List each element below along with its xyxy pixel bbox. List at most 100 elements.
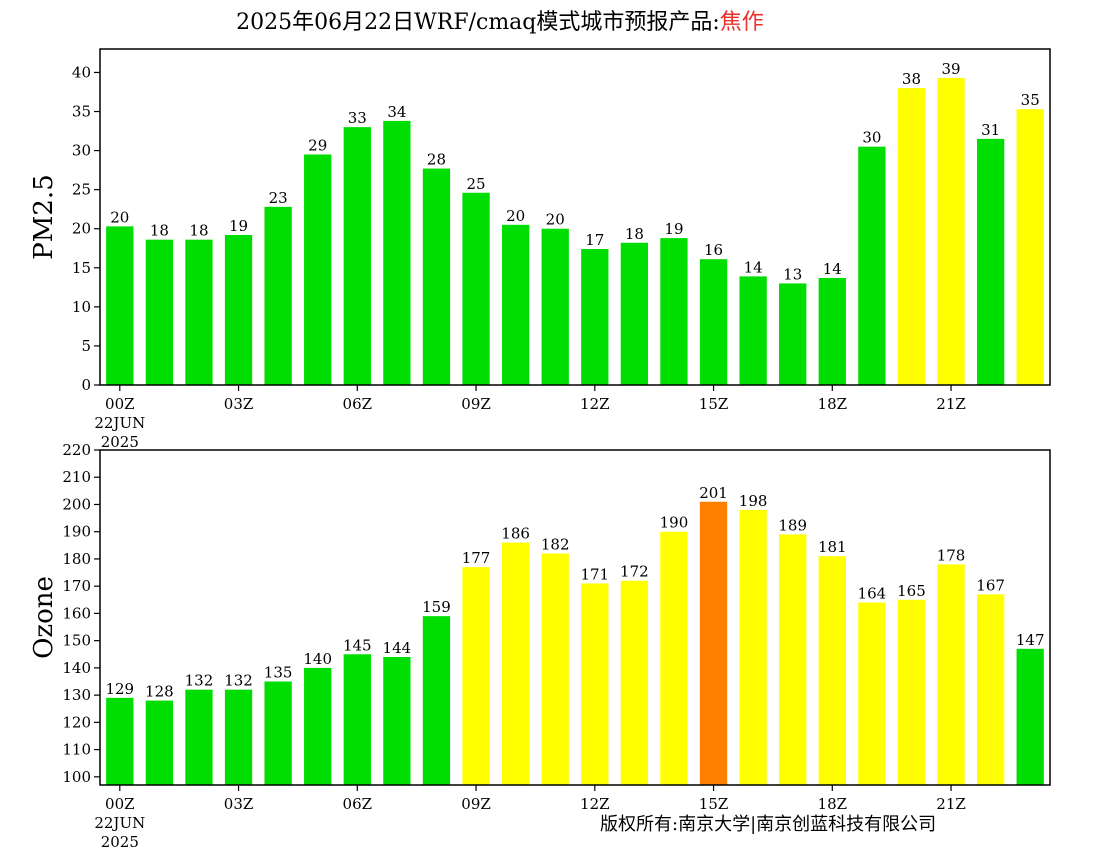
y-tick-label: 15	[72, 259, 91, 277]
y-tick-label: 150	[62, 632, 91, 650]
chart-title: 2025年06月22日WRF/cmaq模式城市预报产品:焦作	[0, 4, 1000, 36]
bar	[264, 681, 292, 785]
bar-value-label: 34	[387, 103, 406, 121]
bar	[106, 226, 134, 385]
x-tick-label: 06Z	[343, 795, 373, 813]
bar	[501, 224, 530, 385]
x-tick-label: 21Z	[936, 395, 966, 413]
y-tick-label: 120	[62, 713, 91, 731]
bar	[422, 168, 451, 385]
bar	[858, 146, 886, 385]
x-tick-label: 18Z	[818, 395, 848, 413]
bar-value-label: 177	[462, 549, 491, 567]
x-tick-label: 09Z	[461, 395, 491, 413]
x-tick-label: 03Z	[224, 795, 254, 813]
plot-frame	[99, 48, 1051, 386]
bar-value-label: 135	[264, 664, 293, 682]
y-tick-label: 200	[62, 495, 91, 513]
bar	[1016, 109, 1044, 386]
y-tick-label: 40	[72, 63, 91, 81]
x-tick-label: 03Z	[224, 395, 254, 413]
bar	[897, 88, 926, 385]
bar	[937, 77, 965, 385]
bar-value-label: 19	[229, 217, 248, 235]
bar-value-label: 13	[783, 265, 802, 283]
y-tick-label: 20	[72, 220, 91, 238]
x-tick-label: 00Z	[105, 395, 135, 413]
y-tick-label: 210	[62, 468, 91, 486]
bar-value-label: 159	[422, 598, 451, 616]
bar-value-label: 145	[343, 636, 372, 654]
bar-value-label: 23	[269, 189, 288, 207]
bar-value-label: 18	[189, 222, 208, 240]
y-tick-label: 170	[62, 577, 91, 595]
bar-value-label: 132	[224, 672, 253, 690]
bar-value-label: 189	[778, 516, 807, 534]
bar	[818, 556, 846, 785]
x-tick-label: 15Z	[699, 795, 729, 813]
bar-value-label: 16	[704, 241, 723, 259]
bar	[620, 580, 649, 785]
bar-value-label: 201	[699, 484, 728, 502]
bar-value-label: 190	[660, 514, 689, 532]
bar-value-label: 128	[145, 683, 174, 701]
x-tick-label: 21Z	[936, 795, 966, 813]
x-date-label: 2025	[101, 833, 139, 850]
bar	[858, 602, 886, 785]
bar	[779, 283, 807, 385]
chart-title-prefix: 2025年06月22日WRF/cmaq模式城市预报产品:	[236, 10, 720, 35]
bar-value-label: 181	[818, 538, 847, 556]
x-date-label: 22JUN	[94, 814, 145, 832]
bar-value-label: 132	[185, 672, 214, 690]
bar	[660, 531, 688, 785]
bar	[185, 239, 213, 385]
y-tick-label: 5	[81, 337, 91, 355]
x-tick-label: 15Z	[699, 395, 729, 413]
bar-value-label: 31	[981, 121, 1000, 139]
bar	[343, 127, 371, 385]
bar-value-label: 182	[541, 536, 570, 554]
bar	[383, 656, 411, 785]
y-tick-label: 100	[62, 768, 91, 786]
y-tick-label: 30	[72, 142, 91, 160]
x-tick-label: 09Z	[461, 795, 491, 813]
bar	[581, 249, 609, 385]
bar-value-label: 20	[506, 207, 525, 225]
bar-value-label: 164	[858, 585, 887, 603]
bar-value-label: 198	[739, 492, 768, 510]
bar	[304, 667, 332, 785]
bar-value-label: 17	[585, 231, 604, 249]
chart-title-city: 焦作	[719, 10, 764, 35]
bar	[264, 206, 292, 385]
y-tick-label: 190	[62, 523, 91, 541]
bar	[541, 228, 569, 385]
bar-value-label: 38	[902, 70, 921, 88]
x-tick-label: 06Z	[343, 395, 373, 413]
bar-value-label: 33	[348, 109, 367, 127]
x-date-label: 22JUN	[94, 414, 145, 432]
bar	[620, 242, 649, 385]
y-tick-label: 25	[72, 181, 91, 199]
x-tick-label: 00Z	[105, 795, 135, 813]
y-axis-title: PM2.5	[29, 174, 59, 259]
y-tick-label: 220	[62, 441, 91, 459]
y-tick-label: 180	[62, 550, 91, 568]
bar-value-label: 186	[501, 525, 530, 543]
x-date-label: 2025	[101, 433, 139, 451]
y-tick-label: 10	[72, 298, 91, 316]
bar-value-label: 25	[466, 175, 485, 193]
bar-value-label: 165	[897, 582, 926, 600]
bar	[224, 689, 253, 785]
x-tick-label: 12Z	[580, 395, 610, 413]
bar-value-label: 167	[976, 576, 1005, 594]
bar-value-label: 20	[546, 211, 565, 229]
y-tick-label: 35	[72, 103, 91, 121]
y-tick-label: 130	[62, 686, 91, 704]
y-tick-label: 160	[62, 604, 91, 622]
bar-value-label: 14	[823, 260, 842, 278]
bar-value-label: 19	[664, 220, 683, 238]
x-tick-label: 12Z	[580, 795, 610, 813]
bar	[897, 599, 926, 785]
y-tick-label: 110	[62, 741, 91, 759]
